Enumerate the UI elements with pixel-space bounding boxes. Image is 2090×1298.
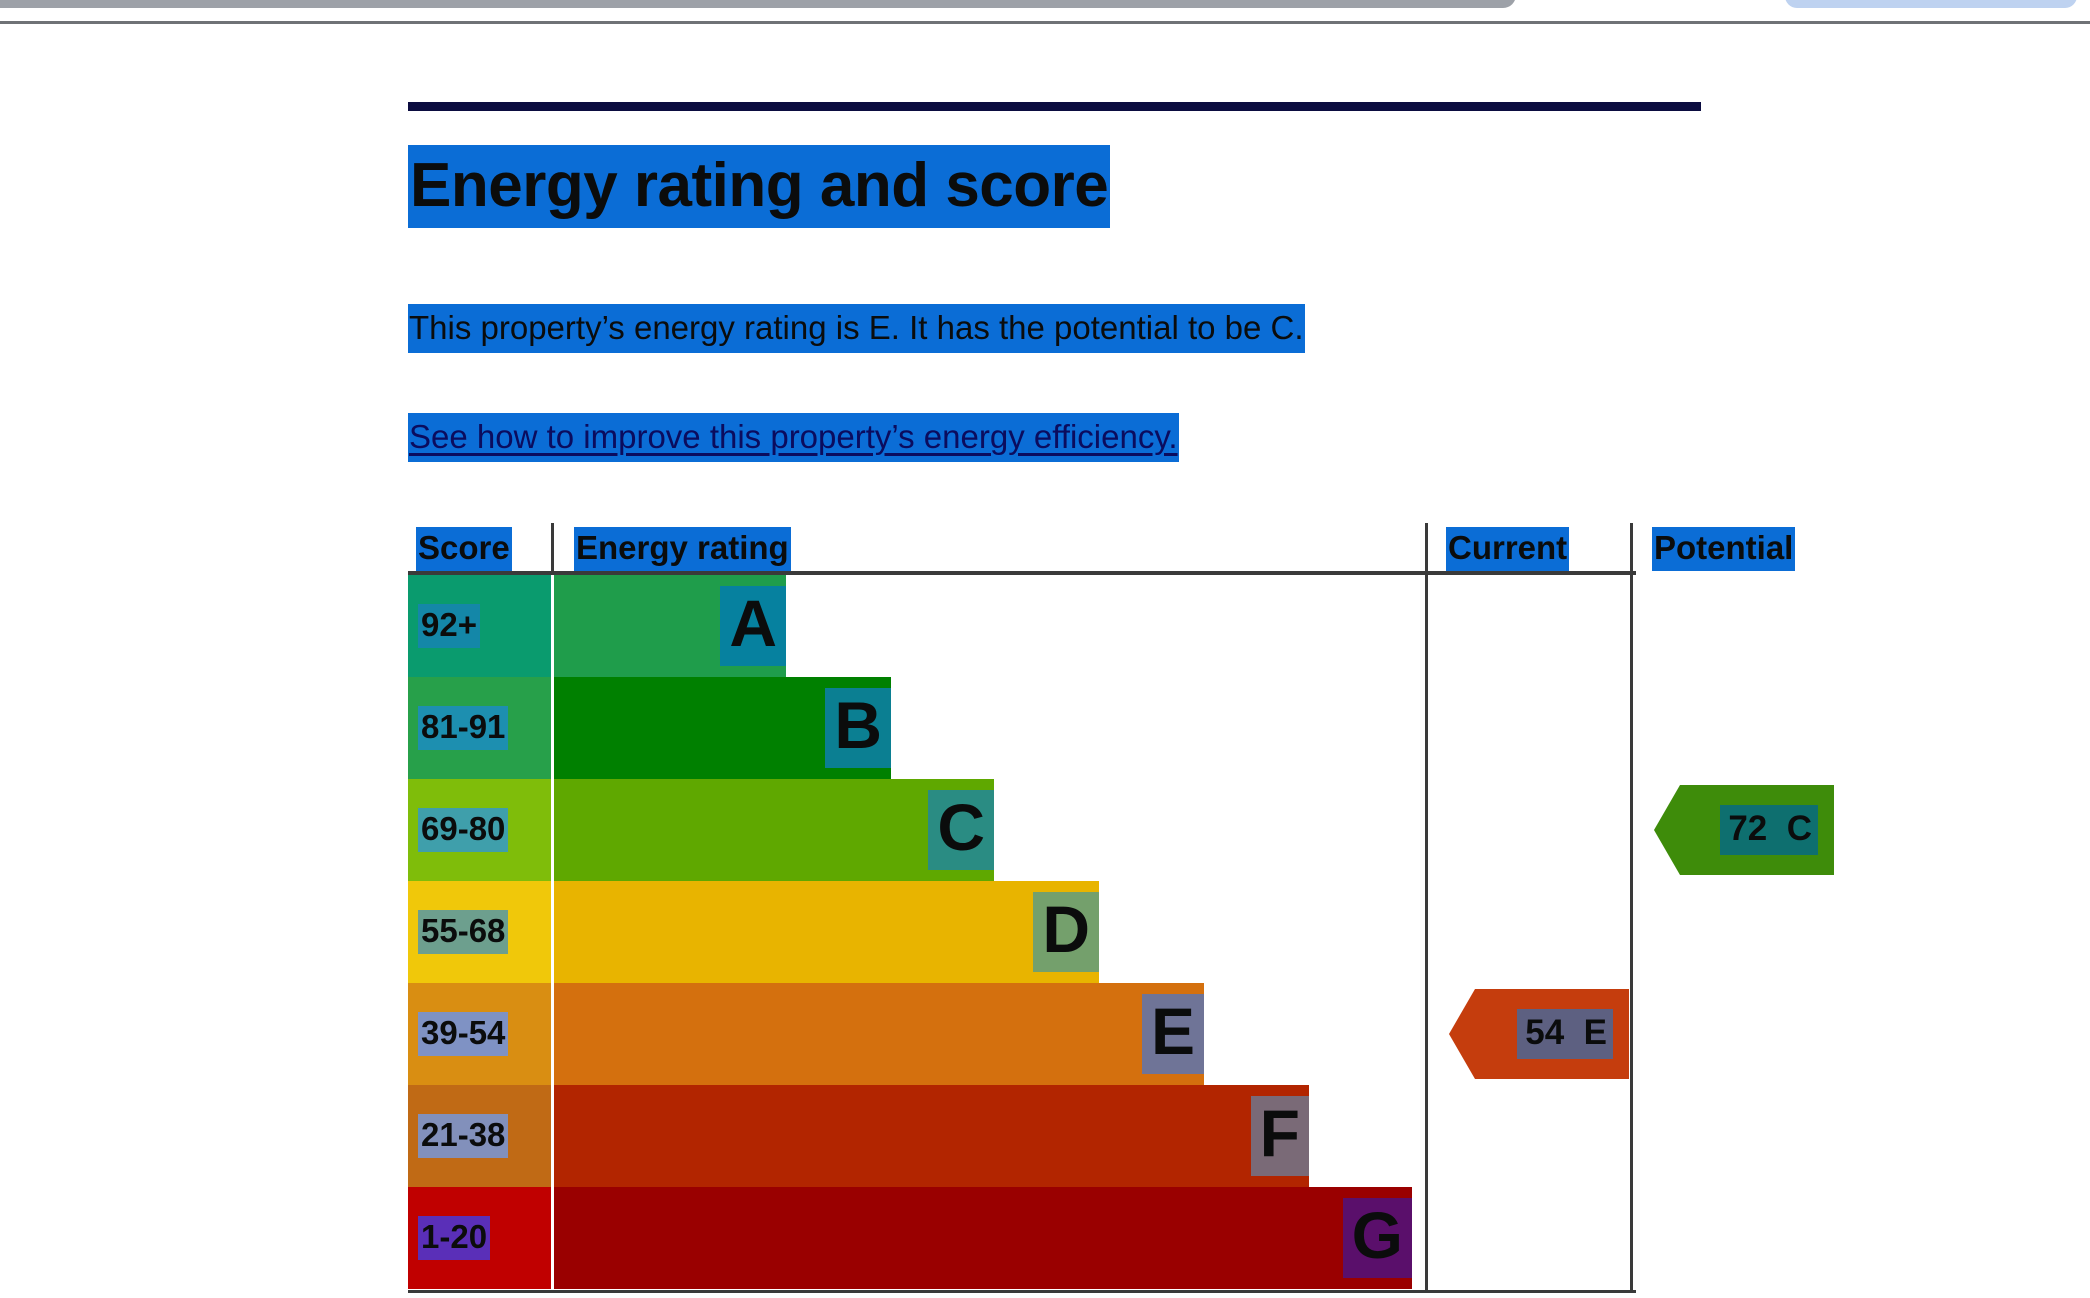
improve-efficiency-link[interactable]: See how to improve this property’s energ… bbox=[408, 413, 1179, 462]
rating-band-bar: F bbox=[554, 1085, 1309, 1187]
browser-chrome-divider bbox=[0, 21, 2090, 24]
rating-band-bar: G bbox=[554, 1187, 1412, 1289]
page-title: Energy rating and score bbox=[408, 145, 1111, 228]
table-header-row: Score Energy rating Current Potential bbox=[408, 523, 1796, 575]
rating-band-bar: E bbox=[554, 983, 1204, 1085]
rating-band-letter: C bbox=[928, 790, 994, 870]
rating-band-letter: A bbox=[720, 586, 786, 666]
column-header-score-label: Score bbox=[416, 527, 512, 571]
rating-band-letter: E bbox=[1141, 994, 1204, 1074]
rating-band-row: 21-38 F bbox=[408, 1085, 1636, 1187]
header-separator-1 bbox=[551, 523, 554, 575]
body-separator-current bbox=[1425, 575, 1428, 1290]
rating-bands-body: 1-20 G 21-38 F 39-54 E 55-68 D 69-80 C 81-91 B 92+ A … bbox=[408, 575, 1834, 1293]
rating-band-row: 92+ A bbox=[408, 575, 1636, 677]
score-range-cell: 55-68 bbox=[408, 881, 551, 983]
score-range-cell: 81-91 bbox=[408, 677, 551, 779]
score-range-cell: 39-54 bbox=[408, 983, 551, 1085]
rating-band-letter: D bbox=[1033, 892, 1099, 972]
score-range-label: 81-91 bbox=[418, 706, 509, 750]
header-separator-2 bbox=[1425, 523, 1428, 575]
rating-band-letter: F bbox=[1250, 1096, 1309, 1176]
column-header-current-label: Current bbox=[1446, 527, 1570, 571]
score-range-cell: 92+ bbox=[408, 575, 551, 677]
current-rating-label: 54 E bbox=[1517, 1009, 1613, 1059]
column-header-energy-rating: Energy rating bbox=[574, 523, 791, 575]
rating-band-row: 39-54 E bbox=[408, 983, 1636, 1085]
section-rule bbox=[408, 102, 1701, 111]
potential-rating-label: 72 C bbox=[1720, 805, 1818, 855]
page-title-text: Energy rating and score bbox=[408, 145, 1111, 228]
rating-band-bar: C bbox=[554, 779, 994, 881]
score-range-label: 92+ bbox=[418, 604, 480, 648]
rating-band-bar: B bbox=[554, 677, 891, 779]
rating-band-row: 69-80 C bbox=[408, 779, 1636, 881]
rating-band-row: 55-68 D bbox=[408, 881, 1636, 983]
score-range-cell: 21-38 bbox=[408, 1085, 551, 1187]
table-bottom-border bbox=[408, 1290, 1636, 1293]
potential-rating-arrow: 72 C bbox=[1654, 785, 1834, 875]
rating-summary-paragraph: This property’s energy rating is E. It h… bbox=[408, 304, 1305, 353]
score-range-cell: 1-20 bbox=[408, 1187, 551, 1289]
rating-summary-text: This property’s energy rating is E. It h… bbox=[408, 304, 1305, 353]
column-header-potential: Potential bbox=[1652, 523, 1796, 575]
browser-address-bar[interactable] bbox=[0, 0, 1516, 8]
rating-band-bar: A bbox=[554, 575, 786, 677]
rating-band-row: 81-91 B bbox=[408, 677, 1636, 779]
score-range-label: 69-80 bbox=[418, 808, 509, 852]
rating-band-letter: B bbox=[825, 688, 891, 768]
browser-chrome-strip bbox=[0, 0, 2090, 24]
score-range-label: 39-54 bbox=[418, 1012, 509, 1056]
score-range-label: 21-38 bbox=[418, 1114, 509, 1158]
body-separator-potential bbox=[1630, 575, 1633, 1290]
rating-band-row: 1-20 G bbox=[408, 1187, 1636, 1289]
column-header-current: Current bbox=[1446, 523, 1570, 575]
improve-efficiency-link-text[interactable]: See how to improve this property’s energ… bbox=[408, 413, 1179, 462]
score-range-label: 1-20 bbox=[418, 1216, 491, 1260]
score-range-label: 55-68 bbox=[418, 910, 509, 954]
column-header-score: Score bbox=[416, 523, 512, 575]
column-header-energy-rating-label: Energy rating bbox=[574, 527, 791, 571]
header-separator-3 bbox=[1630, 523, 1633, 575]
current-rating-arrow: 54 E bbox=[1449, 989, 1629, 1079]
energy-rating-table: Score Energy rating Current Potential 1-… bbox=[408, 523, 1834, 1293]
browser-toolbar-pill[interactable] bbox=[1785, 0, 2077, 8]
column-header-potential-label: Potential bbox=[1652, 527, 1796, 571]
score-range-cell: 69-80 bbox=[408, 779, 551, 881]
rating-band-letter: G bbox=[1342, 1198, 1412, 1278]
rating-band-bar: D bbox=[554, 881, 1099, 983]
